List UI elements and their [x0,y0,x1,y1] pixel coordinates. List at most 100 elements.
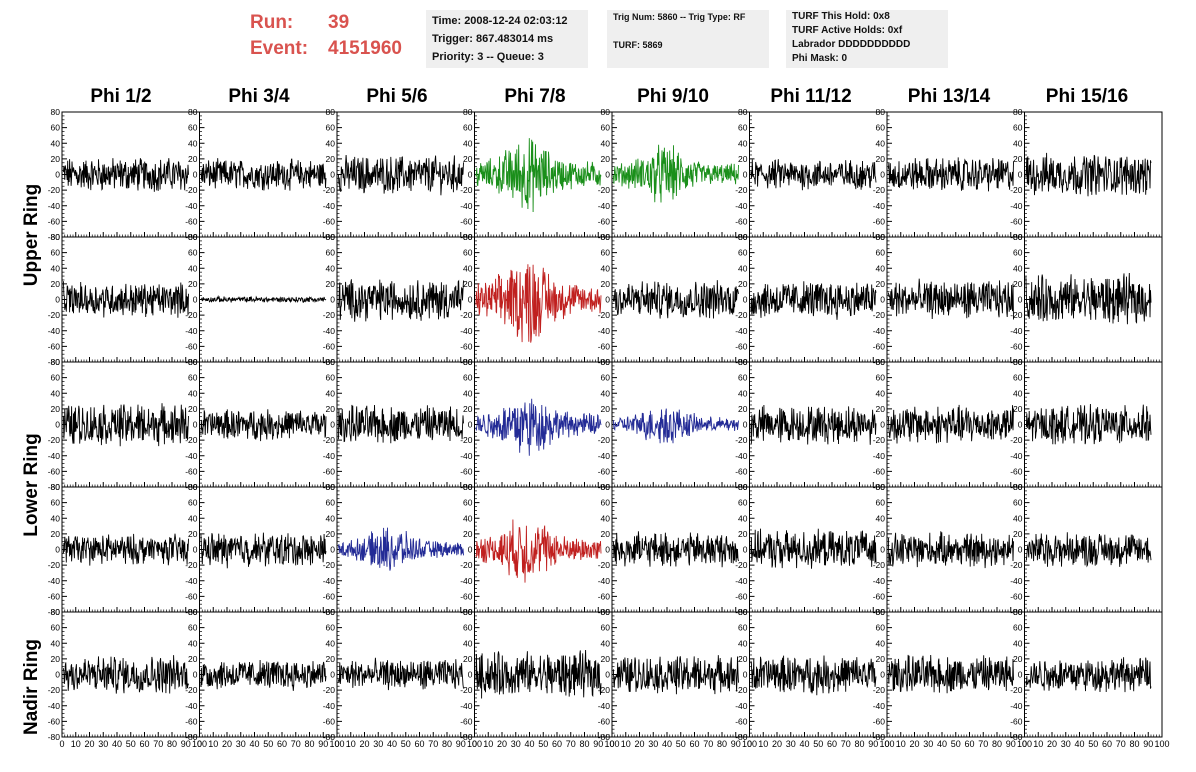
x-tick-label: 60 [277,739,287,749]
y-tick-label: 0 [330,295,335,305]
y-tick-label: 0 [193,420,198,430]
y-tick-label: -20 [185,685,198,695]
y-tick-label: 80 [1013,107,1023,117]
waveform-trace [337,154,464,196]
y-tick-label: -20 [185,560,198,570]
y-tick-label: 0 [468,295,473,305]
x-tick-label: 50 [401,739,411,749]
y-tick-label: 60 [876,623,886,633]
x-tick-label: 60 [689,739,699,749]
y-tick-label: -20 [598,185,611,195]
y-tick-label: 60 [463,498,473,508]
y-tick-label: -40 [1010,576,1023,586]
y-tick-label: 60 [188,123,198,133]
y-tick-label: 20 [188,404,198,414]
y-tick-label: 40 [51,138,61,148]
y-tick-label: 60 [601,498,611,508]
y-tick-label: 60 [326,498,336,508]
y-tick-label: -20 [185,185,198,195]
y-tick-label: 20 [463,529,473,539]
y-tick-label: 20 [1013,279,1023,289]
y-tick-label: 60 [876,248,886,258]
y-tick-label: 20 [326,404,336,414]
y-tick-label: -40 [873,576,886,586]
y-tick-label: -80 [48,357,61,367]
y-tick-label: 20 [188,654,198,664]
y-tick-label: 20 [738,529,748,539]
y-tick-label: 40 [188,513,198,523]
x-tick-label: 90 [318,739,328,749]
y-tick-label: -60 [735,216,748,226]
x-tick-label: 10 [71,739,81,749]
y-tick-label: -40 [735,701,748,711]
x-tick-label: 30 [236,739,246,749]
y-tick-label: 80 [326,107,336,117]
trigger-text: Trigger: 867.483014 ms [432,33,554,45]
y-tick-label: -80 [323,732,336,742]
waveform-trace [1025,403,1152,445]
y-tick-label: -40 [1010,201,1023,211]
y-tick-label: -80 [598,732,611,742]
y-tick-label: -60 [460,216,473,226]
y-tick-label: 80 [601,107,611,117]
y-tick-label: -60 [460,591,473,601]
waveform-trace [337,279,464,322]
x-tick-label: 60 [139,739,149,749]
y-tick-label: 80 [601,482,611,492]
y-tick-label: 60 [51,373,61,383]
waveform-trace [62,655,189,694]
y-tick-label: -20 [873,310,886,320]
x-tick-label: 10 [621,739,631,749]
y-tick-label: -60 [323,341,336,351]
y-tick-label: 40 [738,138,748,148]
y-tick-label: 80 [738,357,748,367]
y-tick-label: -60 [735,591,748,601]
y-tick-label: 40 [463,388,473,398]
x-tick-label: 30 [786,739,796,749]
x-tick-label: 40 [249,739,259,749]
y-tick-label: 60 [463,123,473,133]
y-tick-label: 40 [188,388,198,398]
phi-mask-text: Phi Mask: 0 [792,53,848,64]
y-tick-label: -60 [48,591,61,601]
y-tick-label: -40 [1010,326,1023,336]
event-value: 4151960 [328,38,402,59]
waveform-trace [887,404,1014,444]
y-tick-label: 80 [326,607,336,617]
y-tick-label: 60 [738,623,748,633]
x-tick-label: 50 [126,739,136,749]
y-tick-label: 20 [51,654,61,664]
y-tick-label: -60 [1010,466,1023,476]
x-tick-label: 40 [1074,739,1084,749]
y-tick-label: 60 [601,373,611,383]
x-tick-label: 100 [604,739,619,749]
y-tick-label: 60 [1013,248,1023,258]
waveform-trace [62,158,189,192]
y-tick-label: 40 [463,263,473,273]
waveform-trace [612,408,739,444]
y-tick-label: -20 [598,560,611,570]
y-tick-label: 40 [463,138,473,148]
column-header-phi-1-2: Phi 1/2 [90,86,152,107]
y-tick-label: 40 [326,138,336,148]
y-tick-label: 0 [468,420,473,430]
y-tick-label: 0 [880,295,885,305]
y-tick-label: 20 [601,279,611,289]
x-tick-label: 50 [538,739,548,749]
y-tick-label: -80 [48,232,61,242]
x-tick-label: 90 [456,739,466,749]
waveform-trace [62,281,189,318]
y-tick-label: 40 [326,388,336,398]
column-header-phi-11-12: Phi 11/12 [770,86,852,107]
y-tick-label: -60 [185,591,198,601]
run-label: Run: [250,12,294,33]
y-tick-label: 0 [55,545,60,555]
y-tick-label: 40 [188,138,198,148]
x-tick-label: 80 [304,739,314,749]
y-tick-label: -20 [323,685,336,695]
x-tick-label: 80 [992,739,1002,749]
run-event-box: Run: 39 Event: 4151960 [250,10,420,62]
y-tick-label: 0 [468,670,473,680]
x-tick-label: 70 [153,739,163,749]
